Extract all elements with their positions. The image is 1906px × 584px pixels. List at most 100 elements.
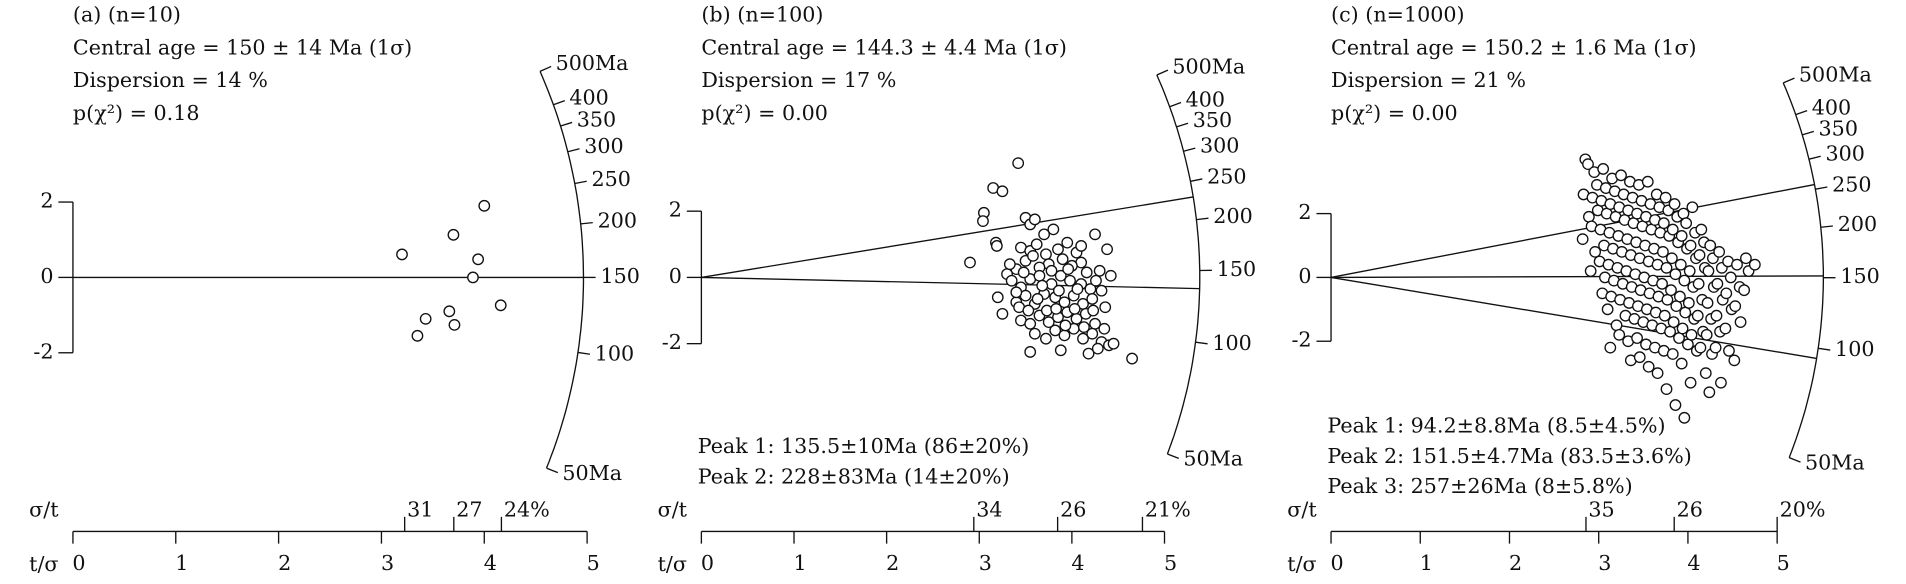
data-point bbox=[1728, 354, 1741, 367]
data-point bbox=[1098, 322, 1111, 335]
panel-info: Central age = 150.2 ± 1.6 Ma (1σ) bbox=[1331, 35, 1697, 59]
data-point bbox=[1641, 175, 1654, 188]
panel-info: Dispersion = 17 % bbox=[701, 68, 896, 92]
data-point bbox=[1660, 261, 1673, 274]
data-point bbox=[1703, 386, 1716, 399]
data-point bbox=[1748, 258, 1761, 271]
y-tick-label: 2 bbox=[40, 189, 53, 213]
data-point bbox=[1045, 264, 1058, 277]
y-tick-label: 0 bbox=[669, 264, 682, 288]
data-point bbox=[1711, 277, 1724, 290]
data-point bbox=[1691, 309, 1704, 322]
x-tick-label: 4 bbox=[1687, 551, 1700, 575]
peak-label: Peak 3: 257±26Ma (8±5.8%) bbox=[1327, 474, 1632, 498]
data-point bbox=[1024, 346, 1037, 358]
data-point bbox=[1087, 304, 1100, 317]
x-axis-label: t/σ bbox=[658, 552, 687, 576]
arc-tick-label: 200 bbox=[1838, 212, 1877, 236]
x-tick-label: 0 bbox=[72, 551, 85, 575]
arc-tick-label: 150 bbox=[600, 264, 639, 288]
data-point bbox=[1080, 266, 1093, 279]
data-point bbox=[1078, 321, 1090, 333]
data-point bbox=[1669, 268, 1682, 281]
x-axis-label: t/σ bbox=[29, 552, 58, 576]
data-point bbox=[1053, 284, 1065, 297]
panel-info: p(χ²) = 0.00 bbox=[1331, 101, 1458, 125]
data-point bbox=[1657, 245, 1669, 258]
sigma-tick-label: 24% bbox=[504, 497, 550, 521]
arc-tick bbox=[1190, 178, 1203, 182]
x-tick-label: 2 bbox=[886, 551, 899, 575]
arc-tick-label: 200 bbox=[1213, 204, 1252, 228]
data-point bbox=[1059, 319, 1072, 332]
peak-line bbox=[1330, 183, 1815, 279]
panel-info: Central age = 144.3 ± 4.4 Ma (1σ) bbox=[701, 35, 1067, 59]
arc-tick-label: 150 bbox=[1840, 264, 1879, 288]
data-point bbox=[1086, 293, 1099, 305]
data-point bbox=[1107, 337, 1120, 350]
x-tick-label: 0 bbox=[1331, 551, 1344, 575]
arc-tick-label: 300 bbox=[1200, 133, 1239, 157]
data-point bbox=[1693, 249, 1706, 261]
data-point bbox=[1047, 223, 1060, 236]
panel-title: (b) (n=100) bbox=[701, 3, 823, 27]
peak-label: Peak 1: 135.5±10Ma (86±20%) bbox=[698, 434, 1030, 458]
data-point bbox=[448, 318, 461, 331]
arc-tick bbox=[1169, 101, 1182, 108]
data-point bbox=[1659, 191, 1672, 204]
data-point bbox=[1679, 306, 1692, 319]
data-point bbox=[1003, 258, 1016, 271]
data-point bbox=[1631, 332, 1643, 344]
data-point bbox=[447, 228, 460, 241]
x-tick-label: 1 bbox=[175, 551, 188, 575]
panel-info: Dispersion = 21 % bbox=[1331, 68, 1526, 92]
data-point bbox=[1740, 252, 1752, 265]
arc-tick bbox=[1183, 147, 1196, 152]
arc-tick-label: 50Ma bbox=[562, 461, 622, 485]
data-point bbox=[1686, 201, 1699, 214]
data-point bbox=[1054, 344, 1067, 357]
panel-info: p(χ²) = 0.18 bbox=[73, 101, 200, 125]
data-point bbox=[1077, 332, 1089, 345]
data-point bbox=[1729, 300, 1742, 313]
data-point bbox=[1068, 302, 1081, 315]
arc-tick bbox=[1795, 110, 1808, 116]
data-point bbox=[1692, 277, 1705, 290]
arc-tick-label: 250 bbox=[1207, 165, 1246, 189]
panel-info: Central age = 150 ± 14 Ma (1σ) bbox=[73, 35, 412, 59]
data-point bbox=[1064, 274, 1076, 287]
data-point bbox=[1042, 316, 1055, 329]
data-point bbox=[1036, 279, 1049, 292]
data-point bbox=[1682, 297, 1695, 309]
data-point bbox=[1668, 198, 1681, 210]
data-point bbox=[1049, 324, 1062, 337]
data-point bbox=[1674, 258, 1687, 271]
data-point bbox=[1030, 238, 1043, 251]
data-point bbox=[1731, 258, 1743, 271]
arc-tick-label: 500Ma bbox=[556, 51, 629, 75]
data-point bbox=[1040, 248, 1052, 261]
data-point bbox=[1682, 338, 1694, 351]
data-point bbox=[991, 291, 1004, 304]
data-point bbox=[1095, 284, 1108, 297]
data-point bbox=[1615, 169, 1627, 182]
data-point bbox=[1012, 157, 1025, 170]
data-point bbox=[977, 215, 989, 227]
arc-tick bbox=[1818, 347, 1831, 351]
data-point bbox=[1089, 228, 1101, 241]
data-point bbox=[1027, 249, 1039, 262]
data-point bbox=[996, 185, 1009, 198]
peak-label: Peak 1: 94.2±8.8Ma (8.5±4.5%) bbox=[1327, 413, 1665, 437]
data-point bbox=[1604, 341, 1617, 354]
data-point bbox=[1699, 367, 1712, 380]
data-point bbox=[1028, 213, 1041, 226]
x-tick-label: 5 bbox=[587, 551, 600, 575]
arc-tick bbox=[1196, 217, 1209, 221]
data-point bbox=[1031, 293, 1044, 305]
data-point bbox=[1010, 286, 1023, 299]
x-tick-label: 3 bbox=[1598, 551, 1611, 575]
panel-info: p(χ²) = 0.00 bbox=[701, 101, 828, 125]
y-tick-label: -2 bbox=[1291, 328, 1311, 352]
data-point bbox=[1695, 223, 1708, 236]
data-point bbox=[1665, 252, 1678, 265]
